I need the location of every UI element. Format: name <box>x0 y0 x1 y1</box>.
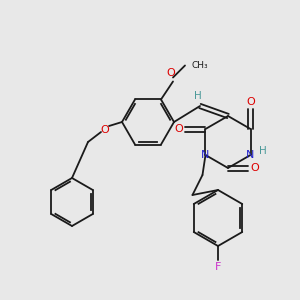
Text: O: O <box>100 125 109 135</box>
Text: O: O <box>167 68 176 79</box>
Text: O: O <box>246 97 255 107</box>
Text: H: H <box>259 146 266 156</box>
Text: CH₃: CH₃ <box>191 61 208 70</box>
Text: O: O <box>174 124 183 134</box>
Text: O: O <box>250 163 260 173</box>
Text: H: H <box>194 91 202 101</box>
Text: F: F <box>215 262 221 272</box>
Text: N: N <box>201 150 210 160</box>
Text: N: N <box>246 150 255 160</box>
